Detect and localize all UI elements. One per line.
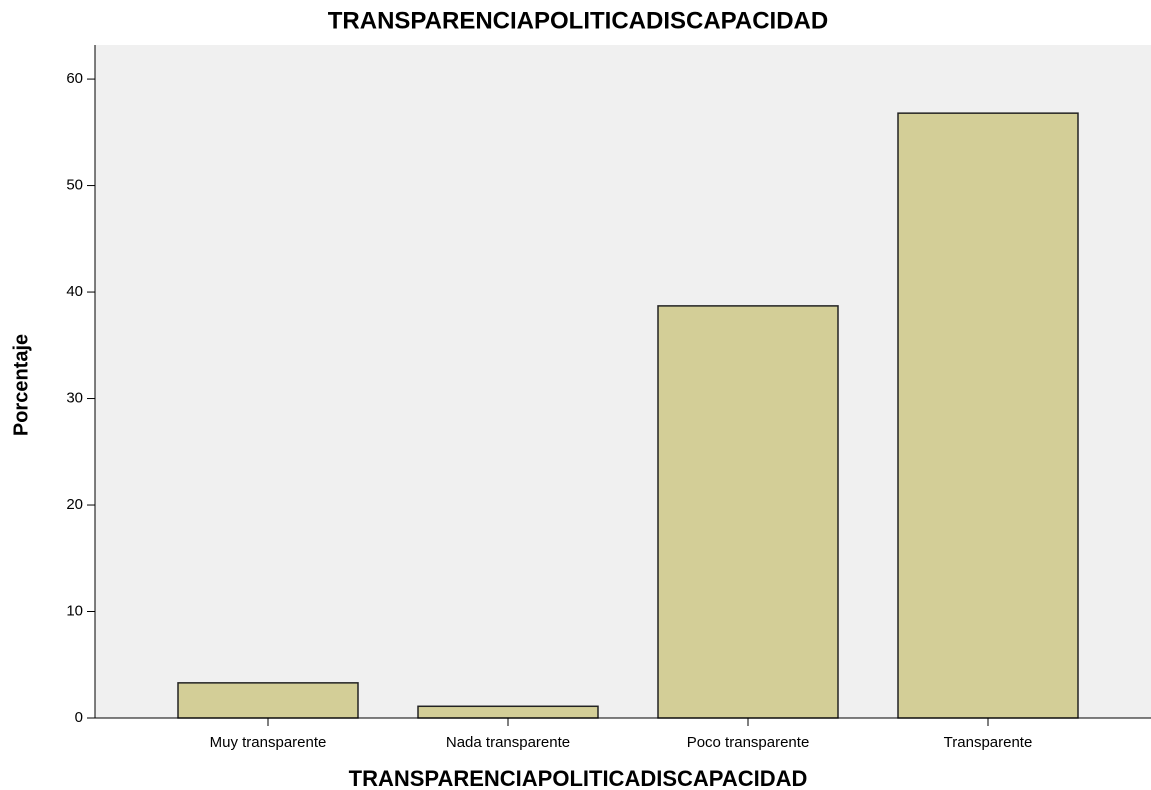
y-tick-label: 20 [66, 496, 83, 513]
y-axis-label: Porcentaje [10, 334, 32, 436]
chart-title: TRANSPARENCIAPOLITICADISCAPACIDAD [328, 7, 828, 34]
y-tick-label: 30 [66, 390, 83, 407]
x-tick-label: Transparente [944, 734, 1033, 751]
bar [897, 112, 1079, 719]
bar [417, 705, 599, 719]
bar [657, 305, 839, 719]
x-tick-label: Nada transparente [446, 734, 570, 751]
y-tick-label: 10 [66, 602, 83, 619]
y-tick-label: 50 [66, 177, 83, 194]
y-tick-label: 0 [75, 709, 83, 726]
y-tick-label: 40 [66, 283, 83, 300]
x-tick-label: Muy transparente [210, 734, 327, 751]
x-axis-label: TRANSPARENCIAPOLITICADISCAPACIDAD [349, 766, 808, 790]
bar [177, 682, 359, 719]
y-tick-label: 60 [66, 70, 83, 87]
x-tick-label: Poco transparente [687, 734, 810, 751]
